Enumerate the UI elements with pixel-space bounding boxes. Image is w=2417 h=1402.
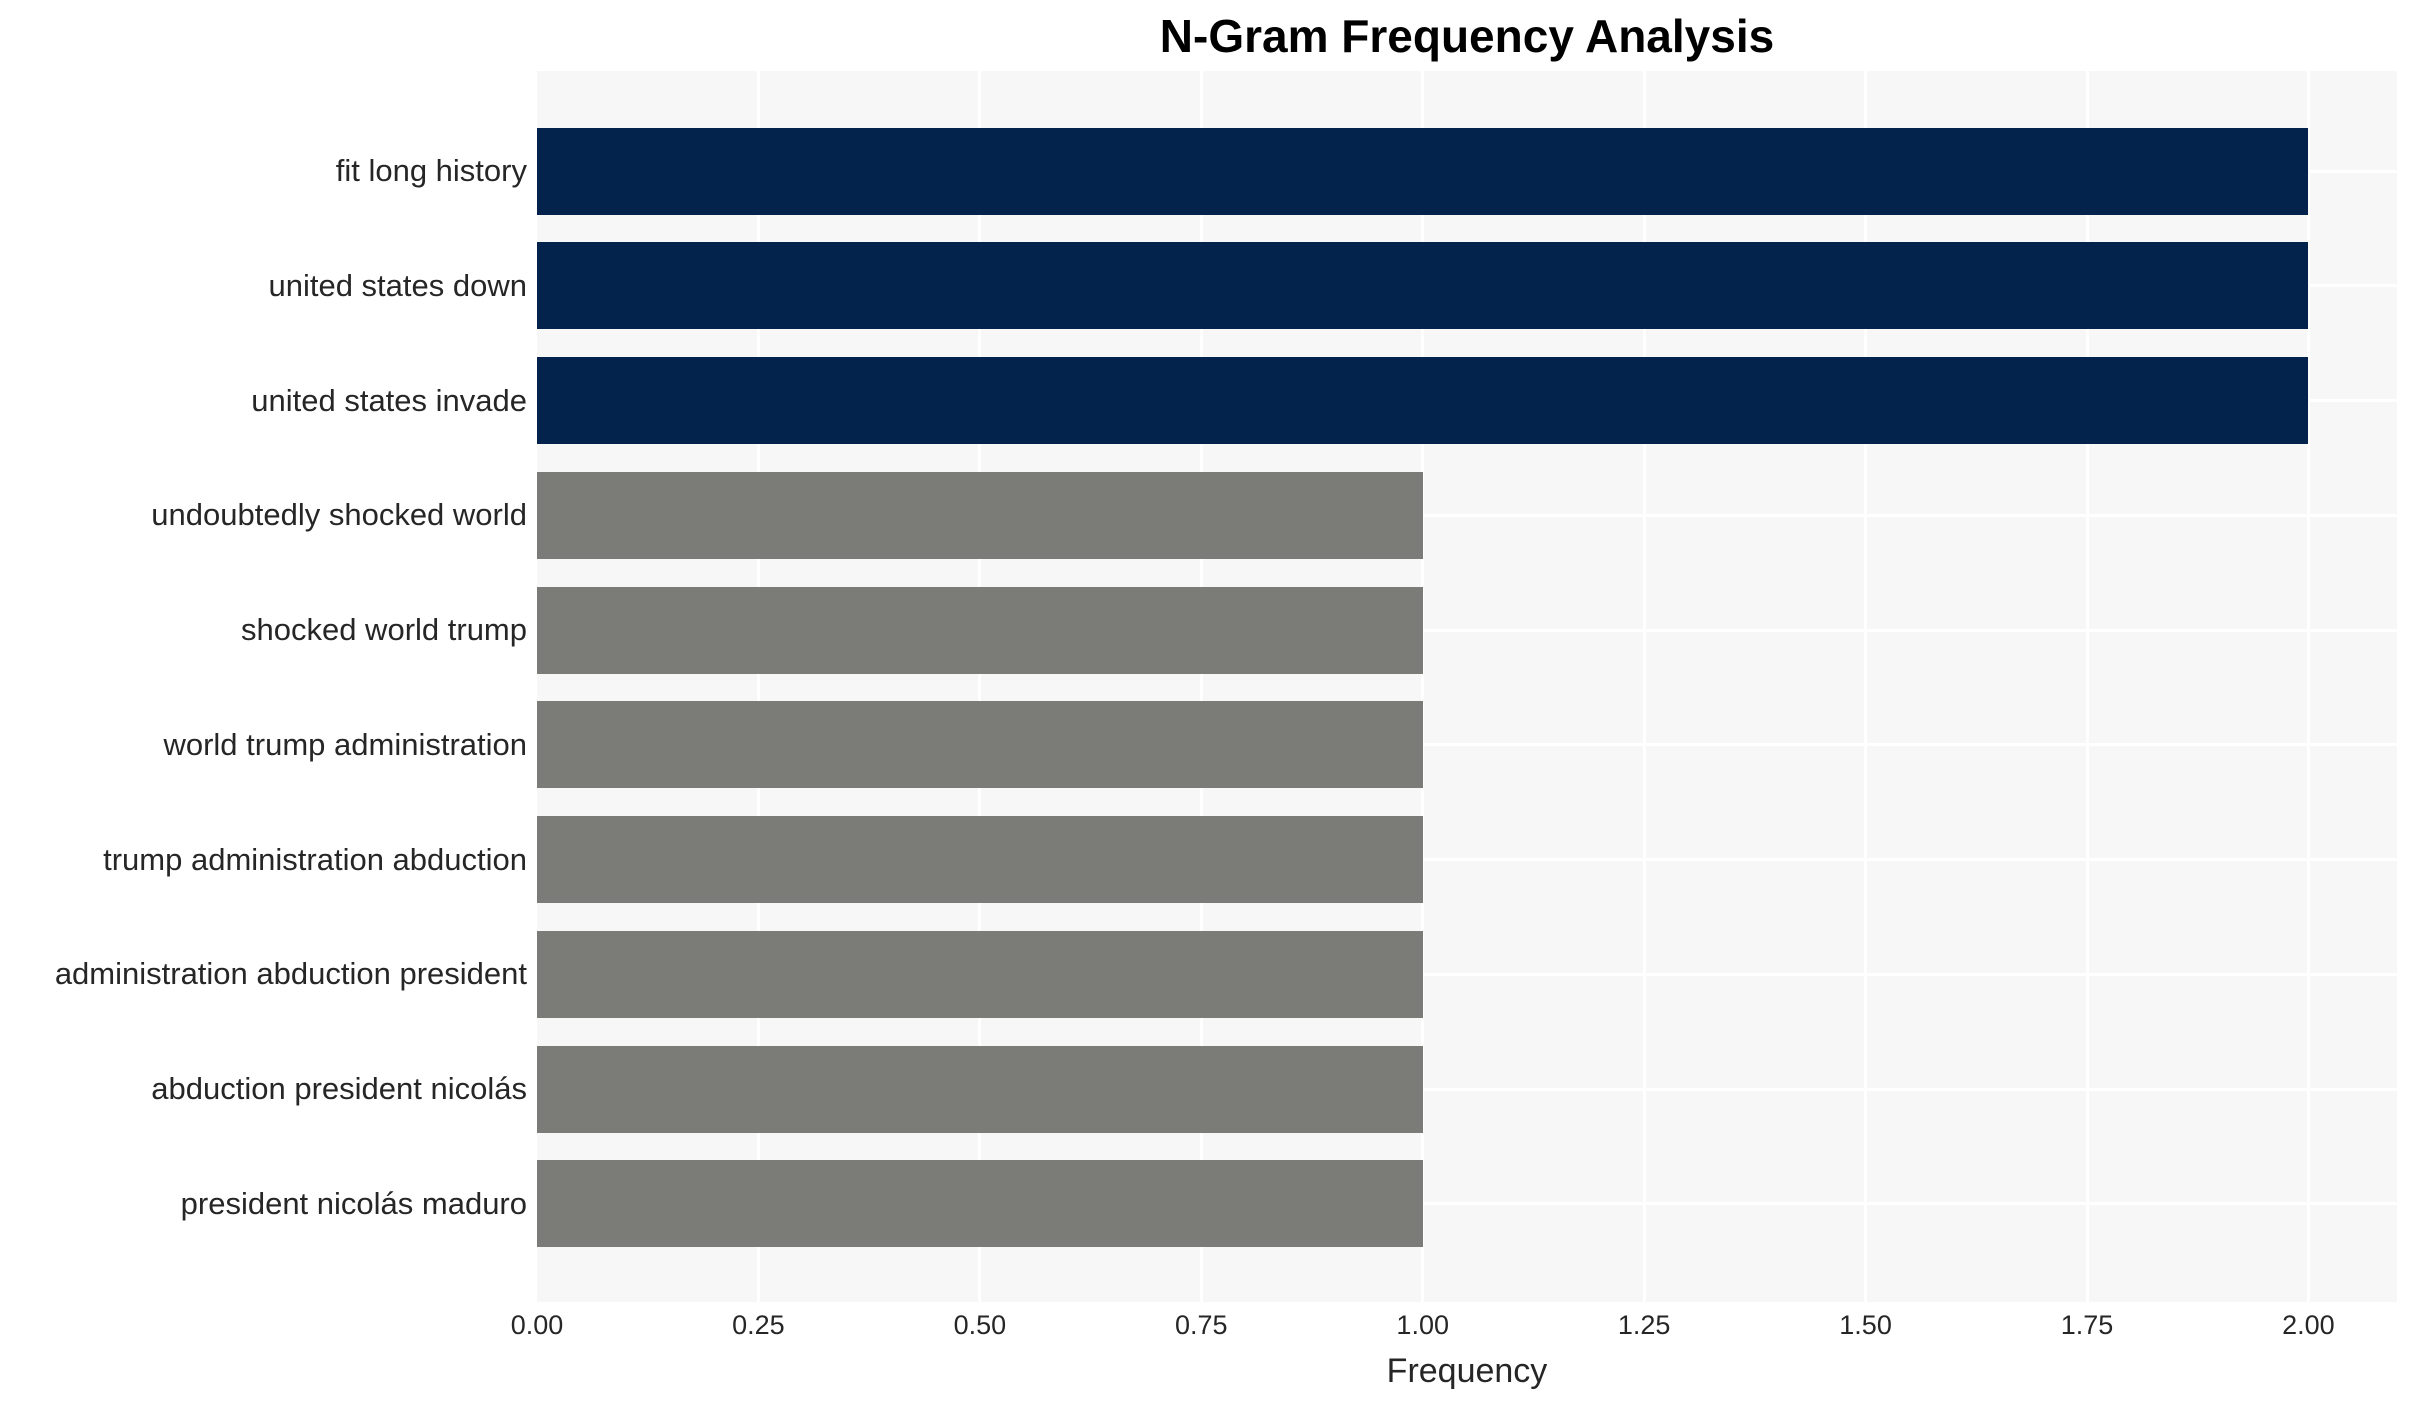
y-tick-label: world trump administration — [163, 726, 527, 762]
y-tick-label: administration abduction president — [54, 956, 527, 992]
y-tick-label: united states down — [268, 267, 527, 303]
horizontal-gridline — [537, 513, 2397, 517]
horizontal-gridline — [537, 628, 2397, 632]
horizontal-gridline — [537, 1087, 2397, 1091]
bar — [537, 930, 1423, 1018]
y-tick-label: fit long history — [335, 153, 527, 188]
bar — [537, 127, 2309, 215]
vertical-gridline — [2085, 71, 2089, 1302]
bar — [537, 586, 1423, 674]
vertical-gridline — [978, 71, 982, 1302]
vertical-gridline — [1864, 71, 1868, 1302]
x-tick-label: 0.50 — [953, 1310, 1007, 1340]
bar — [537, 1160, 1423, 1248]
x-tick-label: 0.00 — [510, 1310, 564, 1340]
y-tick-label: united states invade — [251, 382, 527, 418]
x-tick-label: 2.00 — [2282, 1310, 2335, 1340]
vertical-gridline — [756, 71, 760, 1302]
bar — [537, 471, 1423, 559]
y-tick-label: undoubtedly shocked world — [151, 497, 527, 533]
y-tick-label: president nicolás maduro — [180, 1185, 527, 1221]
vertical-gridline — [2306, 71, 2310, 1302]
y-tick-label: shocked world trump — [240, 612, 527, 647]
horizontal-gridline — [537, 858, 2397, 861]
bar — [537, 357, 2309, 444]
plot-area — [537, 71, 2397, 1302]
x-tick-label: 1.25 — [1617, 1310, 1671, 1340]
y-tick-label: abduction president nicolás — [151, 1071, 527, 1106]
x-tick-label: 0.25 — [732, 1310, 785, 1340]
x-tick-label: 1.50 — [1839, 1310, 1892, 1340]
x-tick-label: 0.75 — [1175, 1310, 1228, 1340]
y-tick-label: trump administration abduction — [103, 841, 527, 877]
vertical-gridline — [1642, 71, 1646, 1302]
horizontal-gridline — [537, 743, 2397, 747]
vertical-gridline — [1199, 71, 1203, 1302]
bar — [537, 242, 2309, 330]
x-tick-label: 1.75 — [2060, 1310, 2114, 1340]
bar — [537, 816, 1423, 903]
horizontal-gridline — [537, 1202, 2397, 1206]
vertical-gridline — [1421, 71, 1425, 1302]
horizontal-gridline — [537, 972, 2397, 976]
x-tick-label: 1.00 — [1396, 1310, 1449, 1340]
chart-title: N-Gram Frequency Analysis — [1159, 10, 1775, 62]
bar — [537, 1045, 1423, 1133]
x-axis-title: Frequency — [1386, 1352, 1548, 1390]
bar — [537, 701, 1423, 789]
